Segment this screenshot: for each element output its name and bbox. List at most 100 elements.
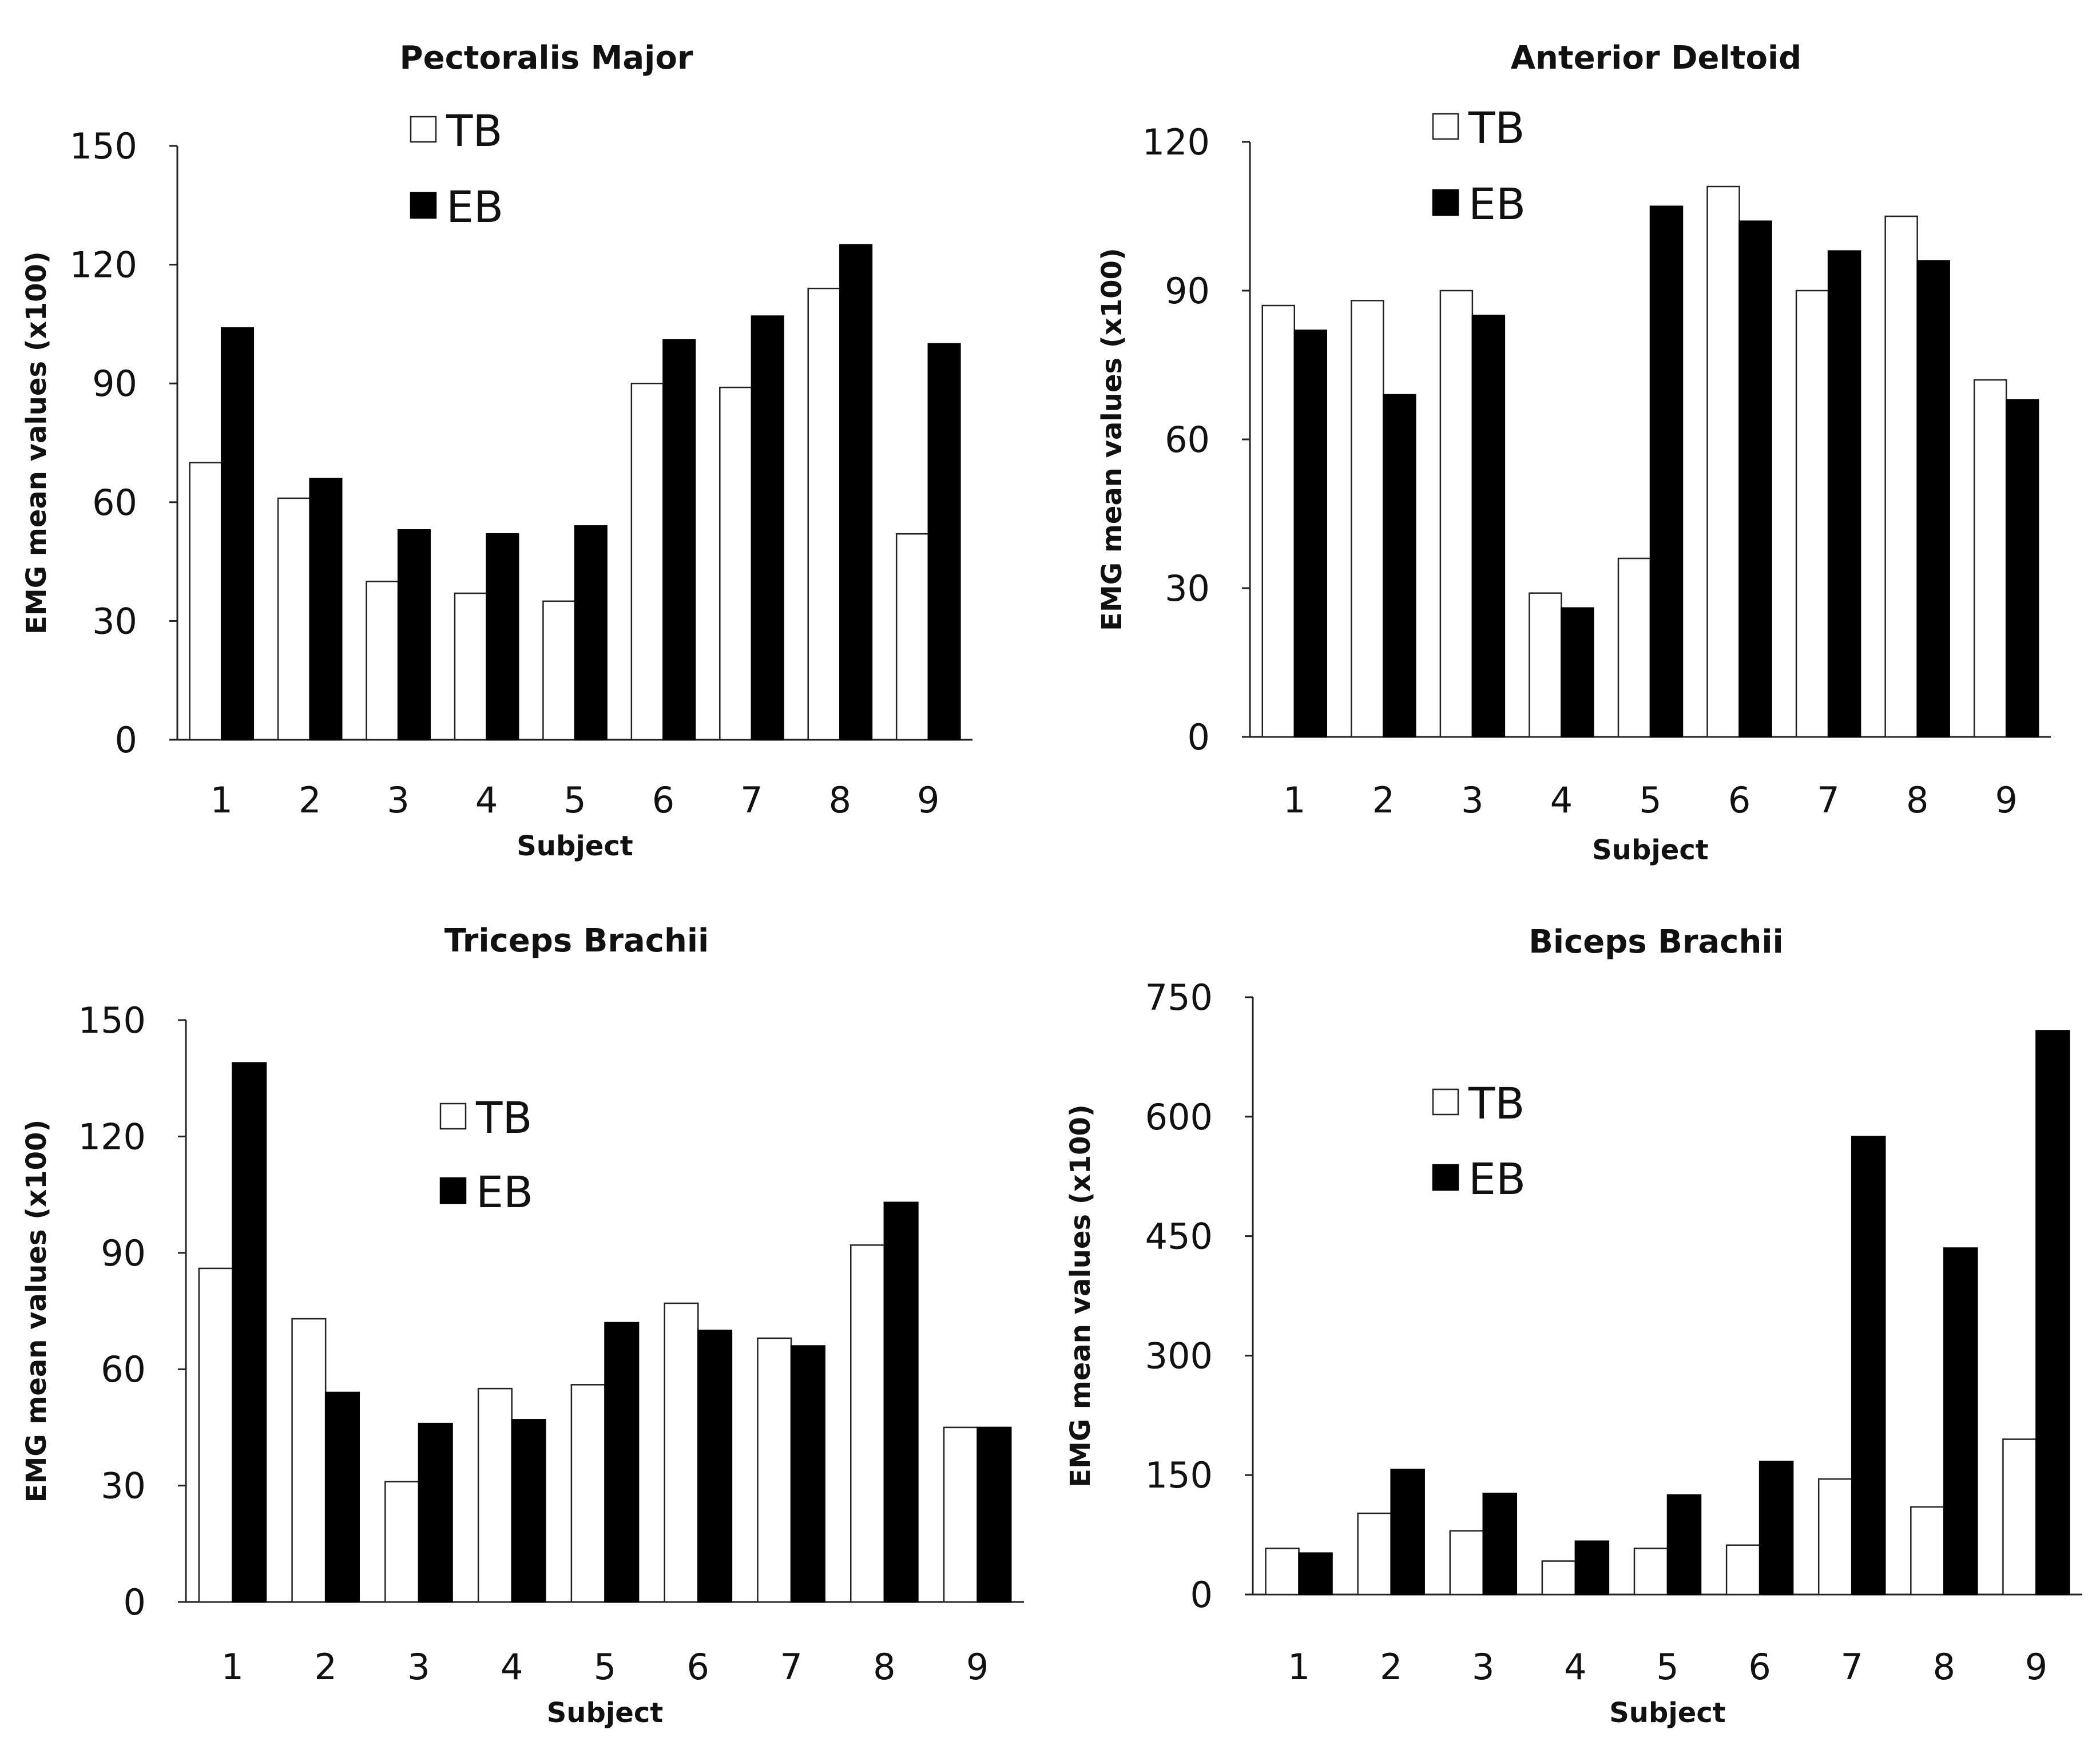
y-axis-label: EMG mean values (x100): [1096, 248, 1128, 631]
y-tick-label: 150: [78, 1000, 146, 1041]
y-tick-label: 60: [92, 482, 137, 523]
bar-tb-subject-5: [570, 1384, 606, 1603]
bar-tb-subject-7: [757, 1337, 792, 1603]
x-tick-label: 2: [314, 1646, 336, 1688]
chart-title: Pectoralis Major: [400, 39, 693, 77]
bar-eb-subject-9: [2035, 1030, 2070, 1596]
bar-tb-subject-5: [1617, 557, 1652, 738]
legend: TB EB: [1432, 1078, 1526, 1204]
legend-label-tb: TB: [446, 105, 503, 156]
legend-swatch-tb: [410, 116, 437, 143]
bar-eb-subject-4: [1574, 1540, 1610, 1596]
bar-tb-subject-1: [198, 1267, 233, 1603]
y-tick-label: 30: [1165, 568, 1210, 609]
x-tick-label: 8: [1906, 779, 1928, 821]
legend: TB EB: [439, 1092, 533, 1217]
y-tick-label: 0: [115, 719, 137, 761]
x-tick-label: 1: [1283, 779, 1305, 821]
bar-eb-subject-1: [232, 1062, 267, 1603]
x-tick-label: 2: [1380, 1646, 1402, 1688]
bar-tb-subject-7: [1817, 1478, 1853, 1596]
x-tick-label: 6: [652, 779, 674, 821]
x-tick-label: 1: [210, 779, 232, 821]
chart-panel-3: Triceps Brachii 0 30 60 90 120 150 1 2 3 4 5 6 7 8 9 Sub…: [21, 922, 1024, 1729]
bar-tb-subject-5: [1633, 1548, 1669, 1596]
bar-tb-subject-6: [1725, 1544, 1761, 1596]
bar-eb-subject-6: [1738, 220, 1772, 738]
bar-eb-subject-5: [604, 1322, 640, 1603]
bar-tb-subject-3: [1449, 1530, 1484, 1596]
legend-swatch-eb: [439, 1177, 467, 1204]
chart-title: Anterior Deltoid: [1511, 39, 1802, 77]
x-tick-label: 8: [873, 1646, 895, 1688]
bar-eb-subject-3: [1482, 1492, 1518, 1596]
legend: TB EB: [1432, 102, 1526, 229]
y-tick-label: 120: [78, 1116, 146, 1157]
chart-panel-4: Biceps Brachii 0 150 300 450 600 750 1 2 3 4 5 6 7 8 9 S…: [1065, 923, 2082, 1729]
bar-tb-subject-1: [1265, 1548, 1300, 1596]
bar-eb-subject-6: [697, 1330, 733, 1603]
legend-swatch-eb: [1432, 1164, 1459, 1191]
x-axis-label: Subject: [547, 1697, 664, 1729]
x-tick-label: 3: [1472, 1646, 1494, 1688]
bar-tb-subject-2: [291, 1318, 327, 1603]
chart-panel-2: Anterior Deltoid 0 30 60 90 120 1 2 3 4 5 6 7 8 9 Subje…: [1096, 39, 2051, 866]
bar-eb-subject-1: [1293, 330, 1328, 738]
chart-title: Triceps Brachii: [444, 922, 709, 959]
bar-eb-subject-8: [1943, 1247, 1978, 1596]
bar-eb-subject-3: [1471, 315, 1506, 738]
bar-tb-subject-9: [2002, 1438, 2037, 1596]
y-tick-label: 150: [70, 125, 137, 167]
bar-eb-subject-2: [309, 478, 343, 741]
x-tick-label: 7: [1840, 1646, 1863, 1688]
y-axis-label: EMG mean values (x100): [21, 251, 53, 634]
x-tick-label: 4: [501, 1646, 523, 1688]
legend: TB EB: [410, 105, 503, 232]
bar-tb-subject-2: [1357, 1512, 1392, 1596]
legend-swatch-tb: [1432, 113, 1459, 140]
bar-eb-subject-5: [574, 525, 608, 741]
y-axis-label: EMG mean values (x100): [1065, 1104, 1097, 1488]
bar-eb-subject-4: [1561, 607, 1594, 738]
bar-eb-subject-8: [839, 244, 873, 741]
x-tick-label: 1: [221, 1646, 244, 1688]
x-tick-label: 7: [1817, 779, 1839, 821]
x-tick-label: 9: [2025, 1646, 2047, 1688]
bar-eb-subject-7: [751, 315, 784, 741]
bar-eb-subject-2: [324, 1391, 360, 1603]
bar-eb-subject-7: [1851, 1136, 1886, 1596]
y-tick-label: 120: [1142, 121, 1210, 163]
x-tick-label: 8: [1933, 1646, 1955, 1688]
legend-label-eb: EB: [1468, 179, 1526, 229]
bar-eb-subject-7: [790, 1345, 825, 1603]
y-tick-label: 90: [92, 363, 137, 404]
bar-tb-subject-4: [1529, 592, 1562, 738]
bar-eb-subject-5: [1649, 205, 1684, 738]
bar-tb-subject-4: [1541, 1560, 1577, 1596]
y-tick-label: 0: [1190, 1574, 1213, 1616]
bar-tb-subject-3: [384, 1481, 420, 1603]
bar-eb-subject-8: [1916, 260, 1950, 738]
y-axis-label: EMG mean values (x100): [21, 1120, 53, 1503]
x-tick-label: 5: [1656, 1646, 1678, 1688]
x-tick-label: 5: [1639, 779, 1661, 821]
x-tick-label: 7: [740, 779, 763, 821]
y-tick-label: 90: [1165, 270, 1210, 312]
bar-tb-subject-3: [1439, 289, 1474, 738]
bar-tb-subject-9: [1973, 379, 2007, 738]
y-tick-label: 0: [1188, 716, 1210, 758]
y-tick-label: 90: [101, 1232, 146, 1274]
bar-eb-subject-4: [486, 533, 519, 741]
legend-label-tb: TB: [1468, 102, 1525, 153]
bar-tb-subject-8: [1910, 1506, 1945, 1596]
bar-tb-subject-8: [807, 287, 841, 741]
legend-swatch-tb: [439, 1102, 467, 1130]
bar-eb-subject-1: [220, 327, 255, 741]
y-tick-label: 60: [1165, 419, 1210, 461]
legend-swatch-eb: [1432, 189, 1459, 216]
y-tick-label: 600: [1145, 1096, 1213, 1138]
bar-tb-subject-7: [1795, 289, 1829, 738]
x-tick-label: 9: [1995, 779, 2017, 821]
